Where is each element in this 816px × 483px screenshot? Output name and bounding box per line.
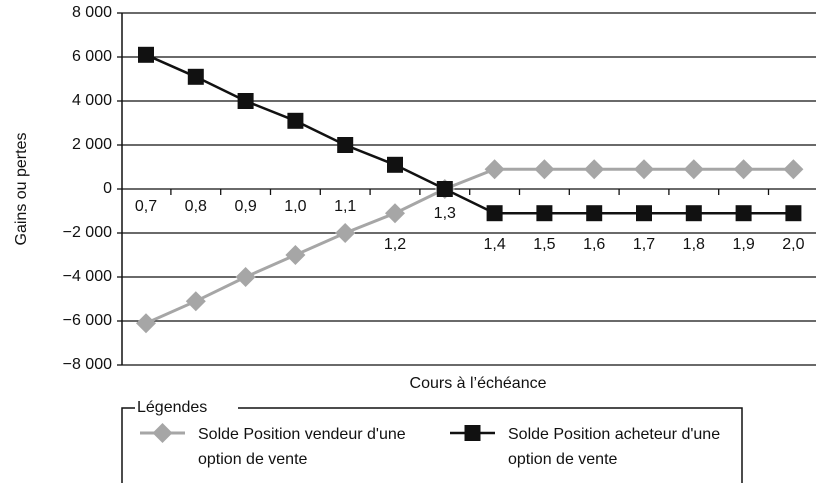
point	[337, 137, 354, 153]
x-tick-label: 1,9	[732, 236, 754, 253]
x-tick-label: 1,6	[583, 236, 605, 253]
point	[185, 291, 206, 312]
point	[735, 205, 752, 222]
point	[235, 267, 256, 287]
x-tick-label: 2,0	[782, 236, 804, 253]
point	[685, 205, 702, 222]
y-axis-label: Gains ou pertes	[13, 133, 30, 246]
legend-label: Solde Position acheteur d'une option de …	[508, 426, 721, 468]
x-tick-label: 1,0	[284, 198, 306, 215]
x-tick-label: 1,7	[633, 236, 655, 253]
point	[237, 93, 254, 109]
point	[136, 313, 156, 334]
point	[536, 205, 553, 222]
point	[634, 159, 654, 180]
point	[187, 68, 204, 85]
x-tick-label: 0,8	[185, 198, 207, 215]
point	[584, 159, 605, 180]
y-tick-label: −6 000	[63, 312, 112, 329]
x-tick-label: 1,8	[683, 236, 705, 253]
y-tick-label: 8 000	[72, 4, 112, 21]
x-tick-label: 0,9	[234, 198, 256, 215]
point	[586, 205, 603, 222]
point	[486, 205, 503, 222]
point	[285, 245, 306, 265]
x-tick-label: 1,4	[483, 236, 505, 253]
point	[636, 205, 652, 222]
y-tick-label: −8 000	[63, 356, 112, 373]
point	[783, 159, 804, 180]
y-tick-label: −4 000	[63, 268, 112, 285]
point	[534, 159, 555, 180]
series-line	[145, 53, 794, 215]
x-tick-label: 1,1	[334, 198, 356, 215]
point	[733, 159, 754, 180]
legend-marker	[464, 425, 481, 441]
x-tick-label: 1,2	[384, 236, 406, 253]
y-tick-label: 2 000	[72, 136, 112, 153]
point	[335, 223, 356, 243]
point	[484, 159, 505, 180]
y-tick-label: 0	[103, 180, 112, 197]
point	[683, 159, 704, 180]
legend-label: Solde Position vendeur d'une option de v…	[198, 426, 406, 468]
legend-frame	[121, 407, 743, 483]
point	[385, 203, 405, 224]
x-tick-label: 1,5	[533, 236, 555, 253]
y-tick-label: −2 000	[63, 224, 112, 241]
point	[387, 156, 403, 173]
x-tick-label: 1,3	[434, 205, 456, 222]
legend-title: Légendes	[137, 399, 207, 416]
x-tick-label: 0,7	[135, 198, 157, 215]
legend-marker	[152, 423, 173, 443]
x-axis-label: Cours à l’échéance	[410, 375, 547, 392]
point	[287, 112, 304, 129]
y-tick-label: 6 000	[72, 48, 112, 65]
point	[785, 205, 802, 222]
y-tick-label: 4 000	[72, 92, 112, 109]
point	[138, 46, 154, 63]
point	[436, 181, 453, 197]
